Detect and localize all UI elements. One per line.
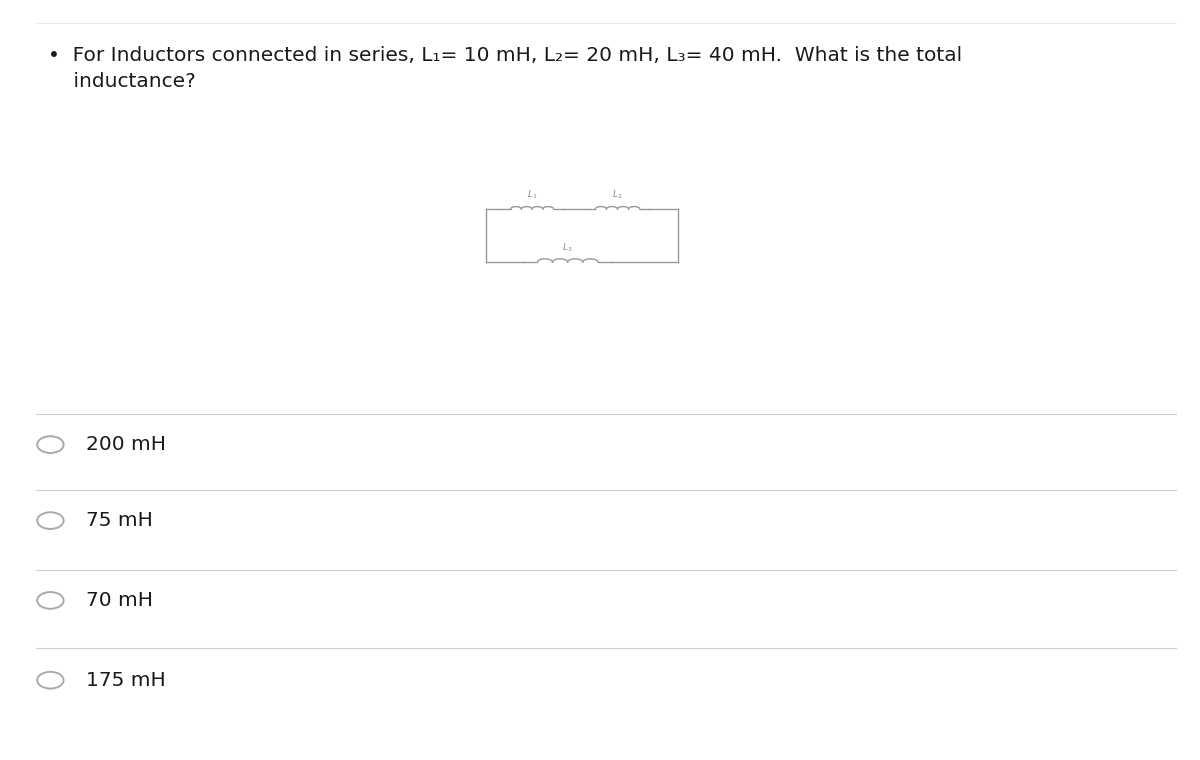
Text: $L_1$: $L_1$ [527, 188, 538, 201]
Text: $L_3$: $L_3$ [563, 241, 572, 254]
Text: 75 mH: 75 mH [86, 511, 154, 530]
Text: •  For Inductors connected in series, L₁= 10 mH, L₂= 20 mH, L₃= 40 mH.  What is : • For Inductors connected in series, L₁=… [48, 46, 962, 65]
Text: $L_2$: $L_2$ [612, 188, 623, 201]
Text: inductance?: inductance? [48, 72, 196, 91]
Text: 70 mH: 70 mH [86, 591, 154, 610]
Text: 175 mH: 175 mH [86, 671, 166, 690]
Text: 200 mH: 200 mH [86, 435, 167, 454]
